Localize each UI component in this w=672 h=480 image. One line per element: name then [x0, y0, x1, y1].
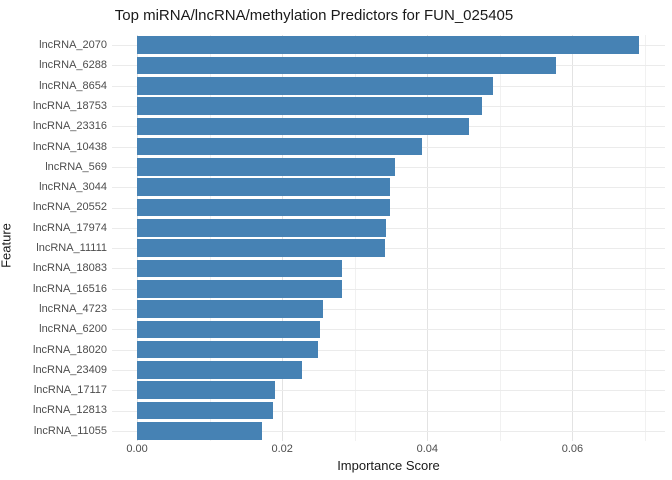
y-tick-label: lncRNA_17974 [33, 221, 107, 234]
y-tick-label: lncRNA_6288 [39, 59, 107, 72]
bar [137, 117, 469, 136]
x-tick-label: 0.00 [126, 443, 148, 455]
x-tick-label: 0.06 [561, 443, 584, 455]
bar [137, 239, 385, 257]
y-tick-label: lncRNA_18083 [33, 262, 107, 275]
y-tick-label: lncRNA_11055 [33, 424, 107, 437]
v-gridline-minor [499, 35, 501, 441]
h-gridline [112, 410, 665, 412]
bar [137, 422, 262, 440]
bar [137, 97, 482, 115]
chart-title: Top miRNA/lncRNA/methylation Predictors … [114, 7, 514, 24]
v-gridline-major [427, 35, 429, 441]
h-gridline [112, 288, 665, 290]
bar [137, 361, 302, 379]
v-gridline-minor [354, 35, 356, 441]
y-tick-label: lncRNA_18020 [33, 343, 107, 356]
y-tick-label: lncRNA_8654 [39, 79, 107, 92]
y-tick-label: lncRNA_3044 [39, 181, 107, 194]
h-gridline [112, 329, 665, 331]
bar [137, 320, 320, 339]
bar [137, 279, 342, 298]
y-tick-label: lncRNA_569 [45, 160, 107, 173]
y-tick-label: lncRNA_23409 [33, 363, 107, 376]
h-gridline [112, 430, 665, 432]
h-gridline [112, 390, 665, 392]
y-axis-labels: lncRNA_2070 lncRNA_6288 lncRNA_8654 lncRNA_… [0, 35, 107, 441]
x-axis-title: Importance Score [337, 458, 440, 473]
h-gridline [112, 268, 665, 270]
bar [137, 401, 274, 420]
bar [137, 76, 494, 95]
bar [137, 137, 422, 156]
v-gridline-major [137, 35, 139, 441]
bar [137, 381, 275, 400]
h-gridline [112, 248, 665, 250]
y-tick-label: lncRNA_20552 [33, 201, 107, 214]
h-gridline [112, 309, 665, 311]
x-tick-label: 0.02 [271, 443, 293, 455]
y-tick-label: lncRNA_18753 [33, 99, 107, 112]
bar [137, 219, 386, 237]
h-gridline [112, 349, 665, 351]
v-gridline-major [282, 35, 284, 441]
y-tick-label: lncRNA_11111 [36, 242, 107, 254]
bar [137, 178, 390, 197]
bar [137, 198, 390, 217]
x-tick-label: 0.04 [416, 443, 439, 455]
y-tick-label: lncRNA_17117 [33, 384, 107, 397]
bar [137, 300, 323, 318]
y-tick-label: lncRNA_2070 [39, 39, 107, 51]
v-gridline-minor [209, 35, 211, 441]
v-gridline-minor [645, 35, 647, 441]
plot-panel [112, 35, 665, 441]
h-gridline [112, 369, 665, 371]
y-tick-label: lncRNA_23316 [33, 120, 107, 133]
y-tick-label: lncRNA_12813 [33, 404, 107, 417]
v-gridline-major [572, 35, 574, 441]
bar [137, 340, 318, 359]
h-gridline [112, 227, 665, 229]
y-tick-label: lncRNA_4723 [39, 302, 107, 315]
y-tick-label: lncRNA_16516 [33, 282, 107, 295]
bar [137, 36, 640, 54]
bar [137, 259, 342, 278]
y-tick-label: lncRNA_6200 [39, 323, 107, 336]
bar [137, 56, 556, 75]
bar [137, 158, 395, 176]
y-tick-label: lncRNA_10438 [33, 140, 107, 153]
